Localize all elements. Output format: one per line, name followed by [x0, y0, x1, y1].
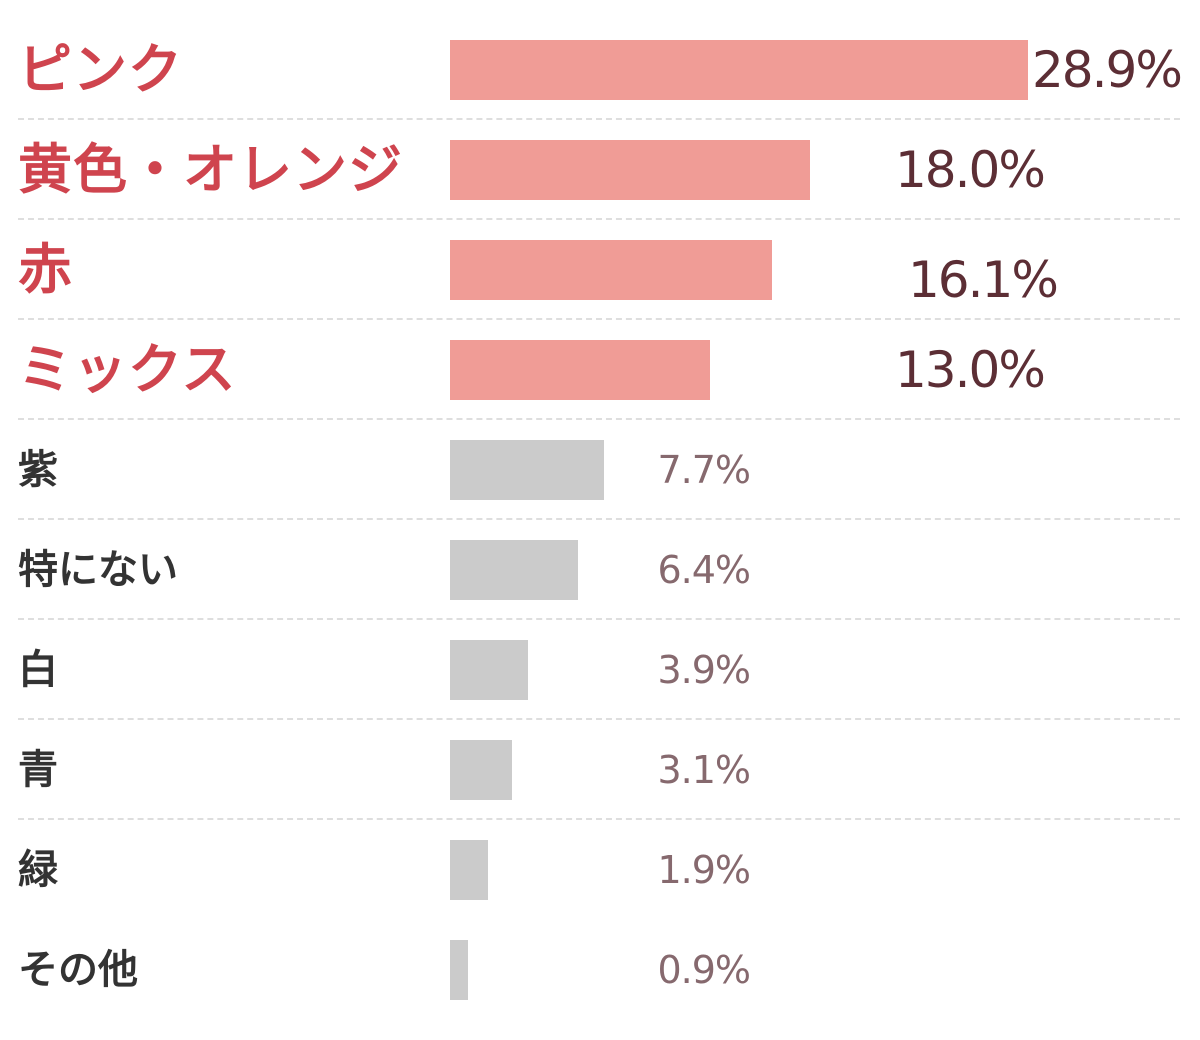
value-label: 18.0% — [895, 141, 1046, 199]
value-label: 28.9% — [1032, 41, 1183, 99]
bar — [450, 440, 604, 500]
bar — [450, 240, 772, 300]
chart-row-yellow-orange: 黄色・オレンジ 18.0% — [0, 140, 1200, 240]
value-label: 16.1% — [908, 251, 1059, 309]
chart-row-pink: ピンク 28.9% — [0, 40, 1200, 140]
row-separator — [18, 518, 1180, 520]
bar — [450, 340, 710, 400]
value-label: 0.9% — [657, 948, 751, 992]
category-label: 黄色・オレンジ — [18, 138, 403, 201]
value-label: 3.1% — [657, 748, 751, 792]
chart-row-white: 白 3.9% — [0, 640, 1200, 740]
category-label: 青 — [18, 747, 58, 793]
chart-row-red: 赤 16.1% — [0, 240, 1200, 340]
category-label: ミックス — [18, 338, 237, 401]
category-label: 白 — [18, 647, 58, 693]
value-label: 7.7% — [657, 448, 751, 492]
category-label: 赤 — [18, 238, 73, 301]
chart-row-green: 緑 1.9% — [0, 840, 1200, 940]
category-label: 緑 — [18, 847, 58, 893]
chart-row-other: その他 0.9% — [0, 940, 1200, 1040]
chart-row-blue: 青 3.1% — [0, 740, 1200, 840]
bar — [450, 140, 810, 200]
row-separator — [18, 618, 1180, 620]
category-label: ピンク — [18, 38, 183, 101]
bar — [450, 640, 528, 700]
chart-row-purple: 紫 7.7% — [0, 440, 1200, 540]
category-label: 紫 — [18, 447, 58, 493]
bar — [450, 740, 512, 800]
value-label: 6.4% — [657, 548, 751, 592]
row-separator — [18, 118, 1180, 120]
bar — [450, 940, 468, 1000]
value-label: 13.0% — [895, 341, 1046, 399]
value-label: 3.9% — [657, 648, 751, 692]
category-label: 特にない — [18, 547, 178, 593]
category-label: その他 — [18, 947, 138, 993]
row-separator — [18, 218, 1180, 220]
row-separator — [18, 418, 1180, 420]
value-label: 1.9% — [657, 848, 751, 892]
bar — [450, 40, 1028, 100]
chart-row-mix: ミックス 13.0% — [0, 340, 1200, 440]
row-separator — [18, 318, 1180, 320]
chart-row-none: 特にない 6.4% — [0, 540, 1200, 640]
bar — [450, 840, 488, 900]
row-separator — [18, 818, 1180, 820]
bar — [450, 540, 578, 600]
row-separator — [18, 718, 1180, 720]
